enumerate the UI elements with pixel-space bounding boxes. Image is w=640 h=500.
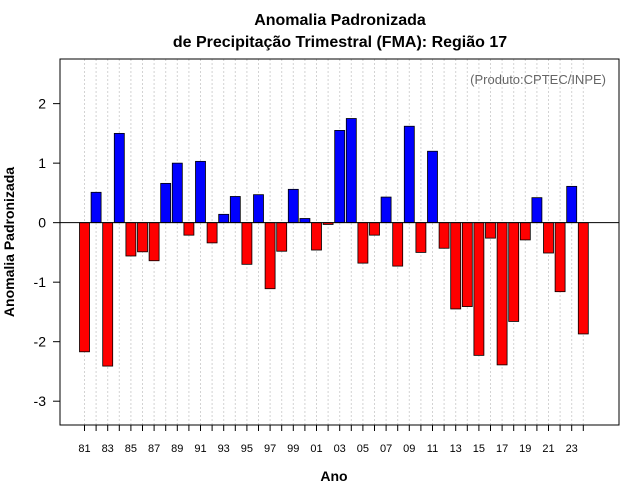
x-tick-label: 01 bbox=[310, 443, 322, 455]
x-tick-label: 87 bbox=[148, 443, 160, 455]
bar-17 bbox=[496, 222, 508, 366]
x-tick-label: 93 bbox=[218, 443, 230, 455]
bar-14 bbox=[461, 222, 473, 307]
bar-05 bbox=[357, 222, 369, 264]
bar-03 bbox=[334, 130, 346, 224]
bar-85 bbox=[125, 222, 137, 257]
bars bbox=[79, 118, 589, 367]
x-tick-label: 17 bbox=[496, 443, 508, 455]
x-tick-label: 13 bbox=[450, 443, 462, 455]
bar-90 bbox=[183, 222, 195, 236]
bar-92 bbox=[206, 222, 218, 244]
bar-84 bbox=[113, 132, 125, 224]
bar-24 bbox=[577, 222, 589, 335]
bar-89 bbox=[171, 162, 183, 224]
x-tick-label: 85 bbox=[125, 443, 137, 455]
bar-87 bbox=[148, 222, 160, 262]
y-axis-label: Anomalia Padronizada bbox=[1, 167, 17, 317]
bar-23 bbox=[566, 185, 578, 224]
x-tick-label: 91 bbox=[194, 443, 206, 455]
bar-01 bbox=[311, 222, 322, 251]
x-tick-label: 05 bbox=[357, 443, 369, 455]
x-tick-label: 03 bbox=[334, 443, 346, 455]
bar-93 bbox=[218, 213, 230, 224]
x-tick-label: 97 bbox=[264, 443, 276, 455]
bar-04 bbox=[345, 118, 357, 224]
x-tick-label: 11 bbox=[427, 443, 438, 455]
x-tick-label: 23 bbox=[566, 443, 578, 455]
bar-95 bbox=[241, 222, 253, 265]
x-axis-label: Ano bbox=[320, 468, 347, 484]
x-axis: 81 83 85 87 89 91 93 95 97 99 01 03 05 07 09 11 13 15 17 19… bbox=[78, 425, 584, 455]
bar-12 bbox=[438, 222, 450, 249]
bar-96 bbox=[253, 194, 264, 224]
x-tick-label: 95 bbox=[241, 443, 253, 455]
y-tick-label: 2 bbox=[38, 96, 46, 112]
bar-88 bbox=[160, 182, 172, 224]
bar-00 bbox=[299, 218, 311, 224]
x-tick-label: 89 bbox=[171, 443, 183, 455]
bar-21 bbox=[543, 222, 554, 254]
x-tick-label: 99 bbox=[287, 443, 299, 455]
x-tick-label: 07 bbox=[380, 443, 392, 455]
x-tick-label: 81 bbox=[78, 443, 90, 455]
chart-title: Anomalia Padronizada bbox=[254, 12, 426, 29]
y-tick-label: -2 bbox=[34, 334, 47, 350]
bar-19 bbox=[519, 222, 531, 241]
bar-83 bbox=[102, 222, 114, 367]
bar-08 bbox=[392, 222, 404, 267]
bar-98 bbox=[276, 222, 288, 252]
bar-82 bbox=[90, 191, 102, 224]
bar-18 bbox=[508, 222, 520, 322]
bar-86 bbox=[137, 222, 148, 253]
bar-97 bbox=[264, 222, 276, 290]
bar-81 bbox=[79, 222, 90, 353]
bar-22 bbox=[554, 222, 566, 293]
x-tick-label: 21 bbox=[542, 443, 554, 455]
x-tick-label: 15 bbox=[473, 443, 485, 455]
bar-15 bbox=[473, 222, 485, 356]
bar-20 bbox=[531, 197, 543, 224]
bar-07 bbox=[380, 196, 392, 224]
y-axis: -3 -2 -1 0 1 2 bbox=[34, 96, 60, 409]
bar-11 bbox=[427, 150, 438, 224]
bar-16 bbox=[485, 222, 496, 239]
bar-99 bbox=[287, 188, 299, 224]
x-tick-label: 83 bbox=[102, 443, 114, 455]
bar-09 bbox=[403, 125, 415, 224]
x-tick-label: 09 bbox=[403, 443, 415, 455]
y-tick-label: -1 bbox=[34, 274, 47, 290]
bar-91 bbox=[195, 160, 206, 224]
product-annotation: (Produto:CPTEC/INPE) bbox=[470, 72, 606, 87]
chart-subtitle: de Precipitação Trimestral (FMA): Região… bbox=[173, 34, 507, 51]
y-tick-label: 1 bbox=[38, 155, 46, 171]
bar-06 bbox=[369, 222, 380, 236]
x-tick-label: 19 bbox=[519, 443, 531, 455]
bar-10 bbox=[415, 222, 427, 253]
y-tick-label: -3 bbox=[34, 393, 47, 409]
bar-13 bbox=[450, 222, 462, 310]
y-tick-label: 0 bbox=[38, 215, 46, 231]
bar-94 bbox=[229, 196, 241, 224]
